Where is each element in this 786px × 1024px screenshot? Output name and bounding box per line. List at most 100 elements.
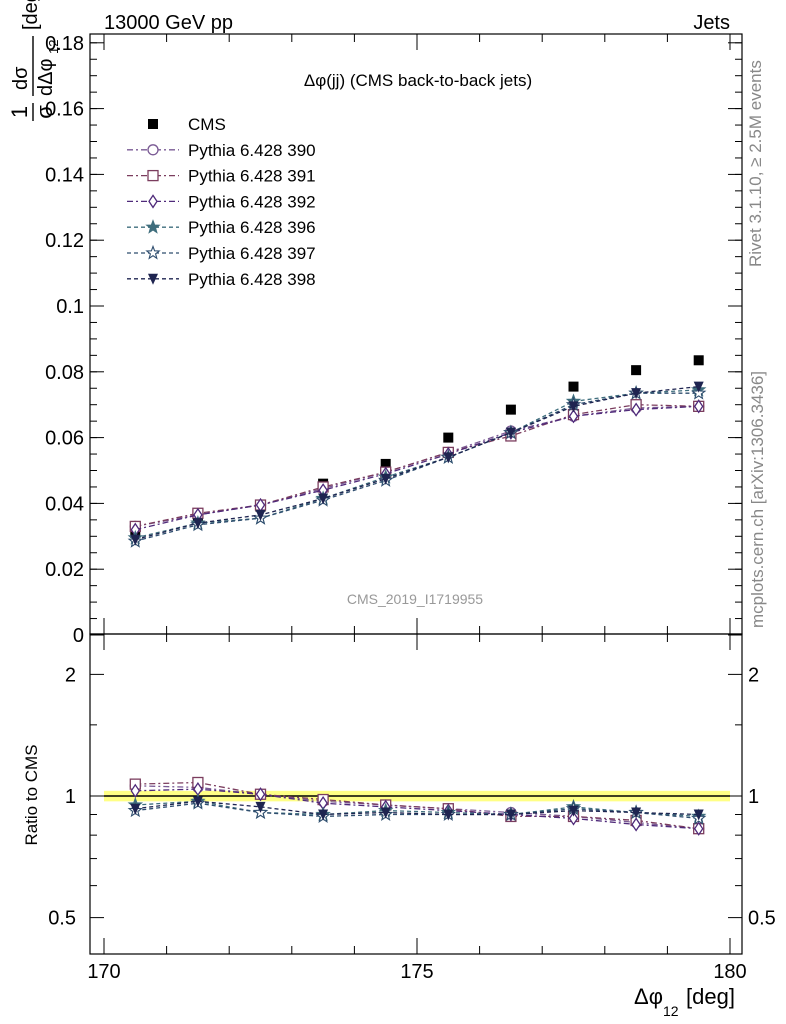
data-point (505, 427, 516, 439)
ratio-line (135, 788, 699, 830)
legend-marker (148, 194, 158, 209)
data-point (568, 381, 579, 392)
main-series-6 (130, 381, 704, 546)
legend-label: Pythia 6.428 397 (188, 244, 316, 263)
legend-label: CMS (188, 115, 226, 134)
data-point (505, 404, 516, 415)
ratio-line (135, 781, 699, 830)
series-line (135, 392, 699, 542)
ratio-point (443, 809, 454, 821)
ratio-line (135, 802, 699, 820)
data-point (693, 355, 704, 366)
legend-label: Pythia 6.428 398 (188, 270, 316, 289)
y-tick-label: 0.18 (45, 33, 84, 55)
data-point (568, 409, 579, 424)
watermark: CMS_2019_I1719955 (347, 591, 483, 607)
ratio-series-1 (129, 776, 705, 835)
header-right: Jets (693, 12, 730, 34)
rivet-label: Rivet 3.1.10, ≥ 2.5M events (746, 60, 765, 267)
data-point (631, 402, 641, 417)
data-point (380, 458, 391, 469)
ratio-series (127, 776, 707, 836)
legend-label: Pythia 6.428 392 (188, 192, 316, 211)
ratio-point (255, 801, 266, 813)
legend-marker (148, 273, 158, 285)
header-left: 13000 GeV pp (104, 12, 233, 34)
ratio-y-tick-label: 2 (65, 664, 76, 686)
chart-title: Δφ(jj) (CMS back-to-back jets) (304, 71, 532, 90)
ratio-frame (89, 633, 743, 955)
y-tick-label: 0.04 (45, 493, 84, 515)
main-series-0 (130, 355, 704, 539)
mcplots-label: mcplots.cern.ch [arXiv:1306.3436] (748, 370, 767, 628)
main-series (127, 355, 707, 548)
data-point (443, 432, 454, 443)
ratio-point (130, 803, 141, 815)
legend-label: Pythia 6.428 391 (188, 167, 316, 186)
ratio-point (693, 821, 704, 836)
legend-marker (145, 219, 161, 234)
svg-text:dΔφ: dΔφ (35, 59, 57, 96)
ratio-point (631, 807, 642, 819)
ratio-point (318, 809, 329, 821)
ratio-y-tick-label-right: 2 (748, 664, 759, 686)
legend-marker (147, 144, 159, 156)
data-point (693, 399, 704, 414)
ratio-line (135, 800, 699, 816)
main-y-axis-label: 1 σ dσ dΔφ 12 [deg -1 ] (7, 0, 61, 121)
series-line (135, 405, 699, 531)
ratio-point (568, 811, 579, 826)
ratio-point (380, 807, 391, 819)
main-axes: 0 0.02 0.04 0.06 0.08 0.1 0.12 0.14 0.16 0.18 (45, 33, 743, 647)
series-line (135, 404, 699, 528)
y-tick-label: 0.16 (45, 99, 84, 121)
legend: CMS Pythia 6.428 390 Pythia 6.428 391 Pythi… (127, 115, 316, 289)
svg-text:Δφ: Δφ (634, 984, 663, 1009)
ratio-point (631, 817, 641, 832)
data-point (631, 365, 642, 376)
svg-text:12: 12 (46, 40, 61, 54)
y-tick-label: 0.14 (45, 164, 84, 186)
ratio-y-axis-label: Ratio to CMS (22, 744, 41, 845)
x-tick-label: 170 (87, 961, 120, 983)
data-point (631, 388, 642, 400)
ratio-series-5 (130, 796, 704, 821)
legend-marker (147, 169, 159, 182)
y-tick-label: 0.1 (56, 296, 84, 318)
ratio-point (568, 805, 579, 817)
ratio-point (130, 783, 141, 798)
legend-label: Pythia 6.428 396 (188, 218, 316, 237)
legend-label: Pythia 6.428 390 (188, 141, 316, 160)
svg-text:dσ: dσ (10, 66, 32, 90)
main-series-2 (129, 399, 705, 533)
data-point (192, 518, 203, 530)
series-line (135, 385, 699, 541)
ratio-point (693, 809, 704, 821)
data-point (318, 493, 329, 505)
svg-text:[deg]: [deg] (686, 984, 735, 1009)
y-tick-label: 0.06 (45, 428, 84, 450)
svg-text:σ: σ (32, 105, 57, 119)
ratio-y-tick-label: 0.5 (48, 908, 76, 930)
ratio-y-tick-label: 1 (65, 786, 76, 808)
y-tick-label: 0.02 (45, 559, 84, 581)
data-point (380, 473, 391, 485)
ratio-axes: 0.5 0.5 1 1 2 2 170 175 180 (48, 633, 776, 983)
data-point (693, 381, 704, 393)
y-tick-label: 0 (73, 625, 84, 647)
x-tick-label: 180 (713, 961, 746, 983)
x-tick-label: 175 (400, 961, 433, 983)
ratio-point (255, 787, 266, 802)
main-series-1 (129, 400, 705, 533)
x-axis-label: Δφ 12 [deg] (634, 984, 735, 1019)
legend-marker (145, 244, 161, 260)
ratio-point (505, 809, 516, 821)
y-tick-label: 0.08 (45, 362, 84, 384)
data-point (568, 401, 579, 413)
ratio-y-tick-label-right: 0.5 (748, 908, 776, 930)
ratio-line (135, 800, 699, 818)
main-series-3 (130, 399, 704, 537)
svg-text:[deg: [deg (20, 0, 42, 30)
svg-text:12: 12 (663, 1003, 679, 1019)
